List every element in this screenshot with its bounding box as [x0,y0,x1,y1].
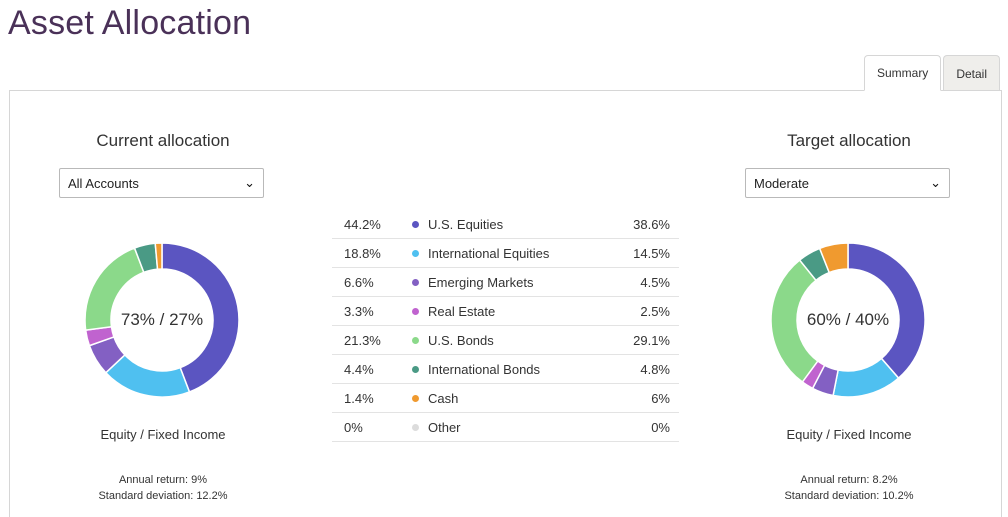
current-percent: 6.6% [344,274,374,290]
current-percent: 21.3% [344,332,381,348]
target-percent: 14.5% [633,245,670,261]
table-row: 1.4% Cash 6% [332,384,679,413]
target-standard-deviation: Standard deviation: 10.2% [784,490,914,502]
legend-dot-icon [412,220,419,228]
chevron-down-icon: ⌄ [244,175,255,190]
table-row: 0% Other 0% [332,413,679,442]
asset-class-label: Real Estate [428,303,496,319]
legend-dot-icon [412,249,419,257]
view-tabs: Summary Detail [863,55,1000,91]
legend-dot-icon [412,278,419,286]
table-row: 6.6% Emerging Markets 4.5% [332,268,679,297]
current-allocation-donut [84,242,240,398]
current-donut-caption: Equity / Fixed Income [100,427,226,442]
target-equity-fixed-ratio: 60% / 40% [806,310,890,329]
asset-class-label: Cash [428,390,459,406]
target-percent: 0% [651,419,670,435]
asset-class-label: International Bonds [428,361,541,377]
risk-profile-select[interactable]: Moderate ⌄ [745,168,950,198]
accounts-select[interactable]: All Accounts ⌄ [59,168,264,198]
target-percent: 4.5% [640,274,670,290]
tab-summary[interactable]: Summary [863,55,942,91]
legend-dot-icon [412,307,419,315]
page-title: Asset Allocation [8,4,252,42]
current-percent: 0% [344,419,363,435]
current-standard-deviation: Standard deviation: 12.2% [98,490,228,502]
allocation-panel: Current allocation All Accounts ⌄ 73% / … [9,90,1002,517]
legend-dot-icon [412,336,419,344]
target-percent: 38.6% [633,216,670,232]
target-slice-u-s-equities [847,242,926,380]
accounts-select-value: All Accounts [68,175,139,191]
asset-class-label: U.S. Bonds [428,332,494,348]
legend-dot-icon [412,365,419,373]
target-stats: Annual return: 8.2% Standard deviation: … [696,472,1002,504]
target-percent: 4.8% [640,361,670,377]
current-percent: 1.4% [344,390,374,406]
target-allocation-title: Target allocation [787,131,911,150]
target-percent: 29.1% [633,332,670,348]
current-stats: Annual return: 9% Standard deviation: 12… [10,472,316,504]
allocation-table: 44.2% U.S. Equities 38.6% 18.8% Internat… [332,210,679,442]
asset-class-label: U.S. Equities [428,216,504,232]
current-percent: 44.2% [344,216,381,232]
current-slice-u-s-equities [161,242,240,393]
current-allocation-title: Current allocation [96,131,230,150]
target-percent: 2.5% [640,303,670,319]
asset-class-label: International Equities [428,245,550,261]
legend-dot-icon [412,394,419,402]
table-row: 3.3% Real Estate 2.5% [332,297,679,326]
risk-profile-select-value: Moderate [754,175,809,191]
chevron-down-icon: ⌄ [930,175,941,190]
current-percent: 4.4% [344,361,374,377]
target-annual-return: Annual return: 8.2% [800,474,898,486]
target-percent: 6% [651,390,670,406]
table-row: 44.2% U.S. Equities 38.6% [332,210,679,239]
current-equity-fixed-ratio: 73% / 27% [120,310,204,329]
current-percent: 3.3% [344,303,374,319]
target-donut-caption: Equity / Fixed Income [786,427,912,442]
asset-class-label: Emerging Markets [428,274,534,290]
table-row: 21.3% U.S. Bonds 29.1% [332,326,679,355]
current-annual-return: Annual return: 9% [118,474,208,486]
current-slice-cash [154,242,163,271]
legend-dot-icon [412,423,419,431]
current-percent: 18.8% [344,245,381,261]
asset-class-label: Other [428,419,461,435]
target-slice-cash [818,242,849,274]
table-row: 18.8% International Equities 14.5% [332,239,679,268]
tab-detail[interactable]: Detail [943,55,1000,91]
target-allocation-donut [770,242,926,398]
table-row: 4.4% International Bonds 4.8% [332,355,679,384]
